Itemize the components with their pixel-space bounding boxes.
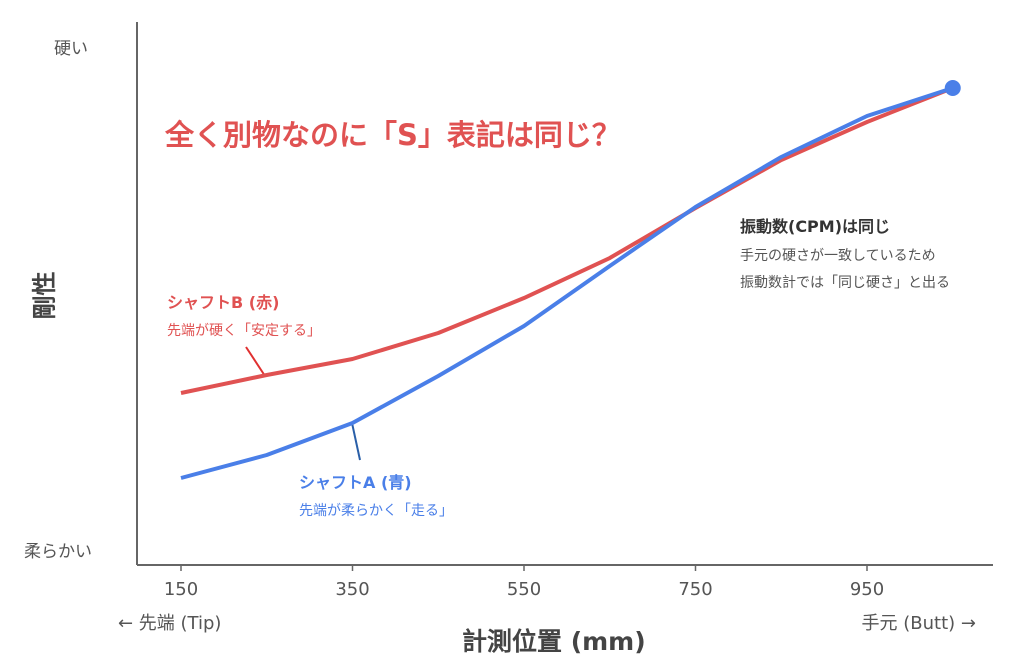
series-a-label: シャフトA (青) xyxy=(299,473,412,492)
annotation-line-1: 手元の硬さが一致しているため xyxy=(740,248,936,264)
y-axis-label: 剛性 xyxy=(30,271,59,320)
x-left-end-label: ← 先端 (Tip) xyxy=(118,613,222,634)
series-a-note: 先端が柔らかく「走る」 xyxy=(299,503,453,519)
series-b-note: 先端が硬く「安定する」 xyxy=(167,323,321,339)
butt-end-point xyxy=(944,80,961,96)
series-line-b xyxy=(180,86,954,395)
chart-title: 全く別物なのに「S」表記は同じ？ xyxy=(165,118,621,152)
series-b-label: シャフトB (赤) xyxy=(167,293,280,312)
series-a-leader-line xyxy=(351,422,361,461)
series-b-leader-line xyxy=(245,346,266,377)
y-top-label: 硬い xyxy=(54,39,88,59)
x-tick-label: 550 xyxy=(506,579,542,600)
x-axis-label: 計測位置 (mm) xyxy=(462,627,646,656)
x-right-end-label: 手元 (Butt) → xyxy=(861,613,976,634)
y-bottom-label: 柔らかい xyxy=(24,542,92,562)
annotation-line-2: 振動数計では「同じ硬さ」と出る xyxy=(740,275,950,291)
x-tick-label: 750 xyxy=(678,579,713,600)
x-tick-label: 350 xyxy=(335,579,370,600)
annotation-title: 振動数(CPM)は同じ xyxy=(740,217,891,236)
series-line-a xyxy=(180,86,954,480)
x-tick-label: 150 xyxy=(163,579,199,600)
x-tick-label: 950 xyxy=(849,579,885,600)
